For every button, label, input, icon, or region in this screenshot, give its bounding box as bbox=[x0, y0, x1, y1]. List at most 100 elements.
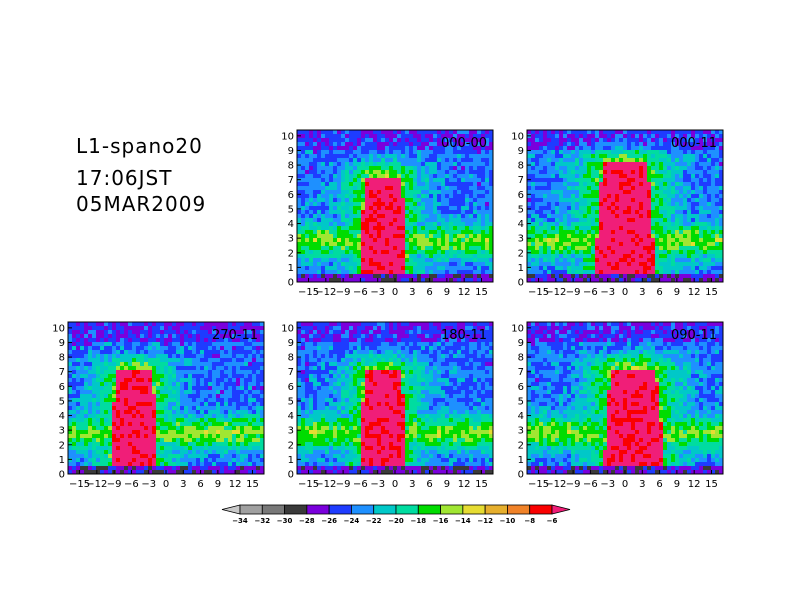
y-tick-label: 5 bbox=[518, 396, 524, 407]
x-tick-label: 0 bbox=[622, 287, 628, 298]
colorbar-segment bbox=[551, 504, 571, 515]
y-tick-label: 1 bbox=[518, 263, 524, 274]
colorbar-label: −18 bbox=[410, 517, 426, 525]
x-tick-label: 12 bbox=[688, 479, 701, 490]
y-tick-label: 7 bbox=[288, 367, 294, 378]
y-tick-label: 6 bbox=[288, 190, 294, 201]
colorbar-label: −22 bbox=[366, 517, 382, 525]
chart-time: 17:06JST bbox=[76, 166, 173, 190]
y-tick-label: 8 bbox=[288, 353, 294, 364]
x-tick-label: 12 bbox=[229, 479, 242, 490]
colorbar-label: −8 bbox=[524, 517, 535, 525]
y-tick-label: 4 bbox=[518, 411, 524, 422]
x-tick-label: −6 bbox=[353, 479, 368, 490]
y-tick-label: 6 bbox=[59, 382, 65, 393]
colorbar-label: −30 bbox=[277, 517, 293, 525]
x-tick-label: 15 bbox=[475, 287, 488, 298]
x-tick-label: −15 bbox=[528, 287, 549, 298]
x-tick-label: 15 bbox=[246, 479, 259, 490]
colorbar-label: −24 bbox=[344, 517, 360, 525]
x-tick-label: 15 bbox=[705, 479, 718, 490]
colorbar-label: −6 bbox=[547, 517, 558, 525]
colorbar-segment bbox=[484, 504, 508, 515]
x-tick-label: 9 bbox=[674, 287, 680, 298]
y-tick-label: 9 bbox=[59, 338, 65, 349]
y-tick-label: 4 bbox=[59, 411, 65, 422]
y-tick-label: 8 bbox=[518, 353, 524, 364]
y-tick-label: 10 bbox=[511, 323, 524, 334]
y-tick-label: 7 bbox=[518, 175, 524, 186]
panel-label: 000-00 bbox=[441, 136, 487, 151]
y-tick-label: 5 bbox=[288, 396, 294, 407]
x-tick-label: 6 bbox=[426, 479, 432, 490]
x-tick-label: −3 bbox=[141, 479, 156, 490]
colorbar-segment bbox=[306, 504, 330, 515]
x-tick-label: −3 bbox=[370, 287, 385, 298]
colorbar-label: −20 bbox=[388, 517, 404, 525]
y-tick-label: 0 bbox=[59, 470, 65, 481]
x-tick-label: 12 bbox=[458, 287, 471, 298]
chart-date: 05MAR2009 bbox=[76, 192, 207, 216]
x-tick-label: −12 bbox=[86, 479, 107, 490]
x-tick-label: 12 bbox=[688, 287, 701, 298]
y-tick-label: 0 bbox=[288, 470, 294, 481]
panel-label: 000-11 bbox=[671, 136, 717, 151]
x-tick-label: 0 bbox=[392, 287, 398, 298]
colorbar-segment bbox=[328, 504, 352, 515]
x-tick-label: −9 bbox=[336, 479, 351, 490]
x-tick-label: 12 bbox=[458, 479, 471, 490]
y-tick-label: 5 bbox=[288, 204, 294, 215]
x-tick-label: −9 bbox=[566, 479, 581, 490]
y-tick-label: 8 bbox=[59, 353, 65, 364]
y-tick-label: 9 bbox=[288, 146, 294, 157]
y-tick-label: 6 bbox=[518, 382, 524, 393]
colorbar-segment bbox=[507, 504, 531, 515]
colorbar-segment bbox=[395, 504, 419, 515]
chart-title: L1-spano20 bbox=[76, 134, 203, 158]
colorbar: −34 −32 −30 −28 −26 −24 −22 −20 −18 −16 −14 −12 −10−… bbox=[221, 504, 571, 525]
colorbar-segment bbox=[239, 504, 263, 515]
x-tick-label: −3 bbox=[600, 479, 615, 490]
colorbar-segment bbox=[440, 504, 464, 515]
y-tick-label: 8 bbox=[518, 161, 524, 172]
y-tick-label: 9 bbox=[518, 338, 524, 349]
x-tick-label: 9 bbox=[444, 479, 450, 490]
heatmap-cells bbox=[297, 322, 493, 474]
colorbar-label: −34 bbox=[232, 517, 248, 525]
x-tick-label: −9 bbox=[566, 287, 581, 298]
y-tick-label: 3 bbox=[288, 426, 294, 437]
y-tick-label: 10 bbox=[281, 323, 294, 334]
x-tick-label: 3 bbox=[639, 287, 645, 298]
x-tick-label: 9 bbox=[444, 287, 450, 298]
colorbar-label: −26 bbox=[321, 517, 337, 525]
y-tick-label: 3 bbox=[59, 426, 65, 437]
x-tick-label: −6 bbox=[353, 287, 368, 298]
heatmap-cells bbox=[297, 130, 493, 282]
y-tick-label: 5 bbox=[59, 396, 65, 407]
x-tick-label: 9 bbox=[674, 479, 680, 490]
panel-label: 270-11 bbox=[212, 328, 258, 343]
x-tick-label: −12 bbox=[315, 287, 336, 298]
colorbar-segment bbox=[373, 504, 397, 515]
x-tick-label: −6 bbox=[583, 479, 598, 490]
x-tick-label: 0 bbox=[163, 479, 169, 490]
y-tick-label: 2 bbox=[59, 440, 65, 451]
y-tick-label: 9 bbox=[288, 338, 294, 349]
y-tick-label: 3 bbox=[288, 234, 294, 245]
x-tick-label: 6 bbox=[426, 287, 432, 298]
x-tick-label: 3 bbox=[409, 479, 415, 490]
y-tick-label: 1 bbox=[59, 455, 65, 466]
y-tick-label: 1 bbox=[288, 263, 294, 274]
y-tick-label: 10 bbox=[511, 131, 524, 142]
colorbar-label: −16 bbox=[433, 517, 449, 525]
panel-label: 090-11 bbox=[671, 328, 717, 343]
x-tick-label: 3 bbox=[409, 287, 415, 298]
y-tick-label: 10 bbox=[52, 323, 65, 334]
x-tick-label: 3 bbox=[639, 479, 645, 490]
y-tick-label: 2 bbox=[518, 248, 524, 259]
y-tick-label: 6 bbox=[288, 382, 294, 393]
y-tick-label: 3 bbox=[518, 234, 524, 245]
